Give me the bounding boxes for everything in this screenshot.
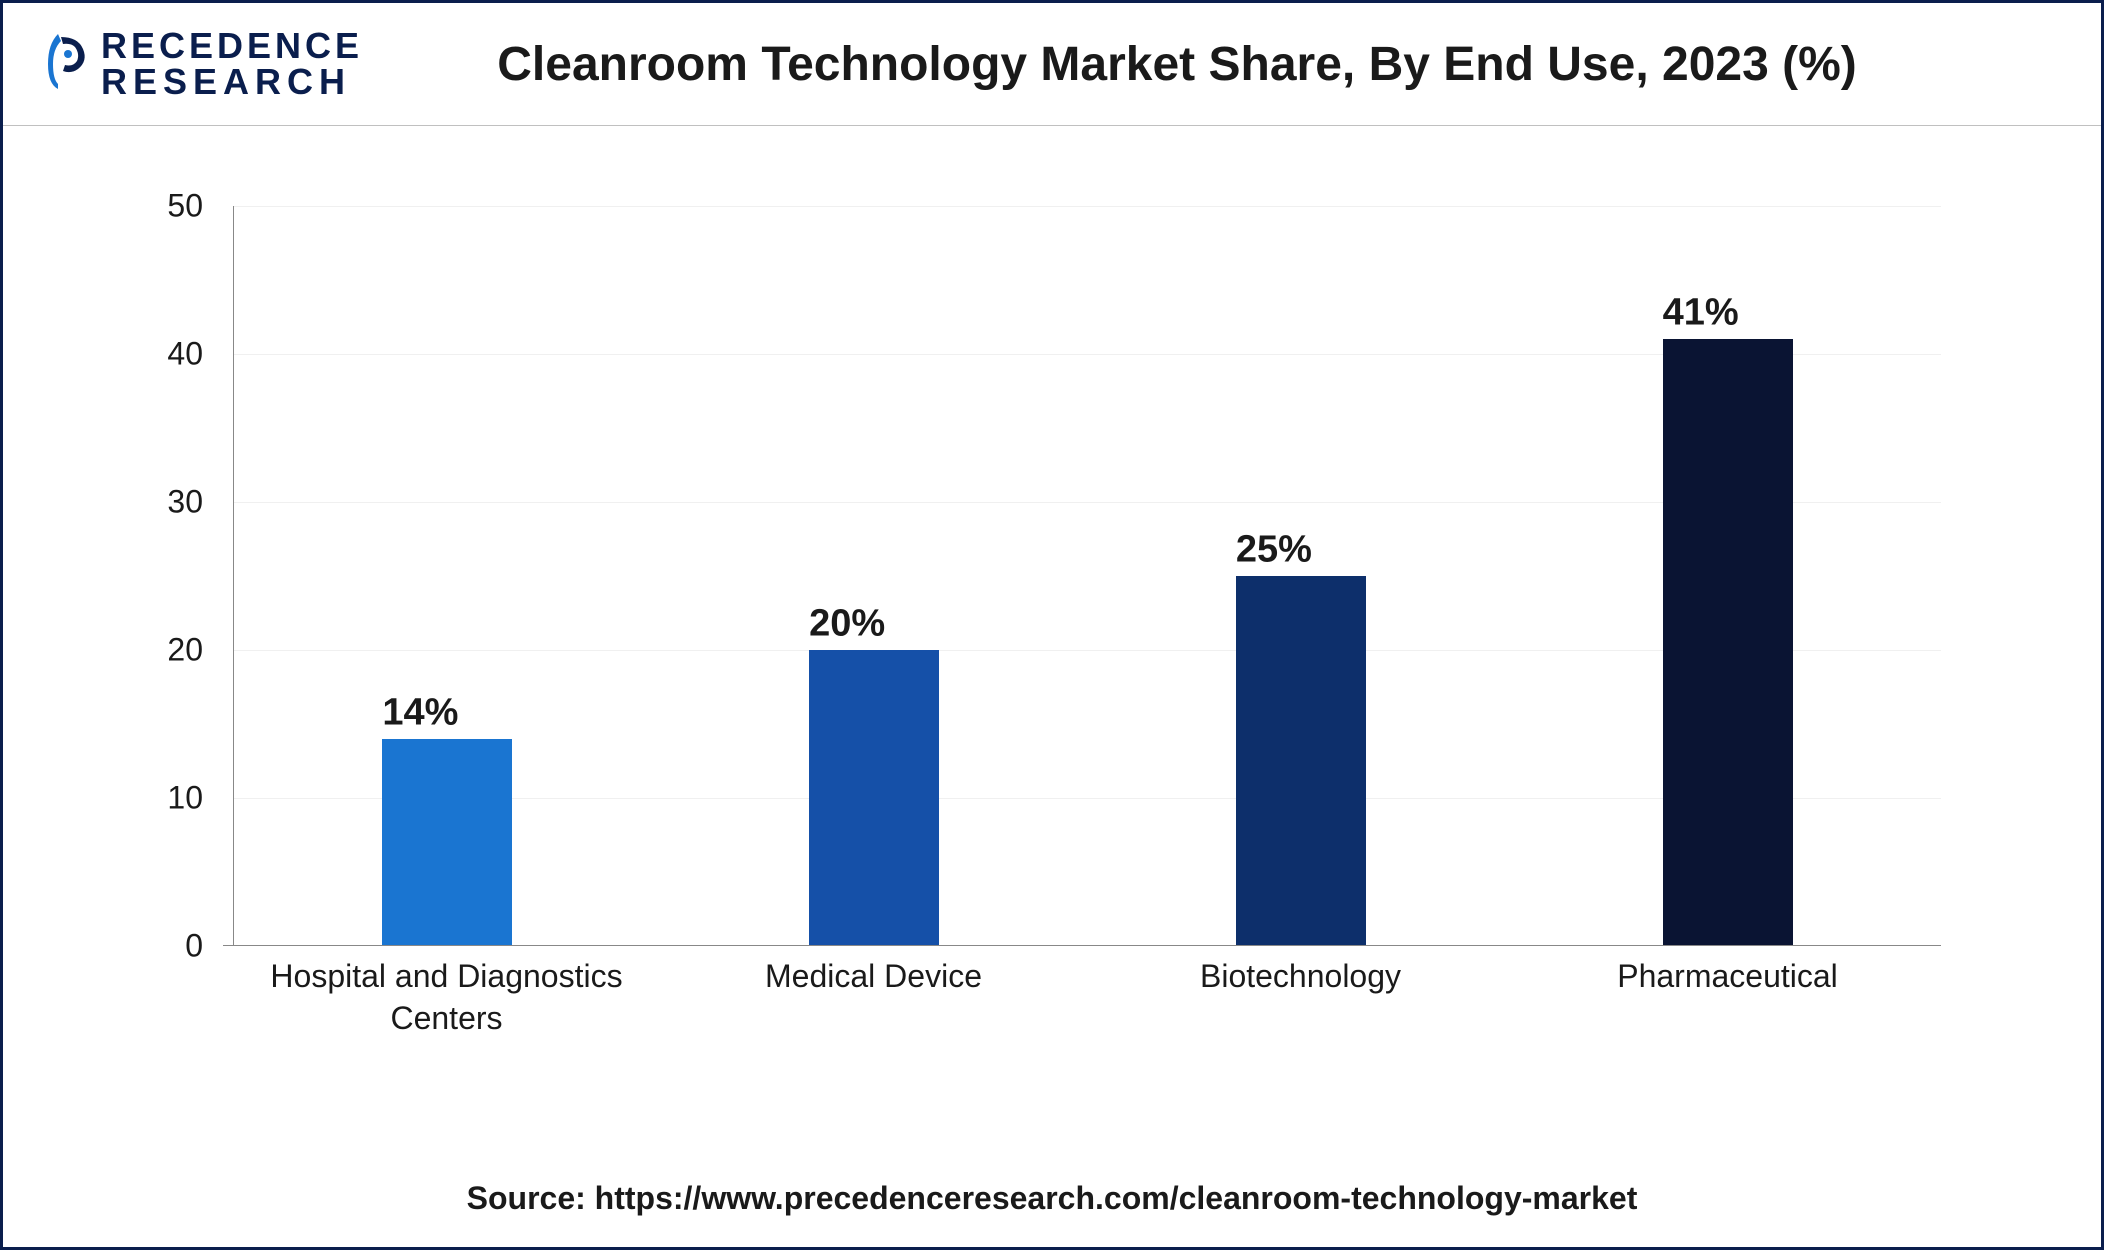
bars-container: 14% 20% 25% 41% [234, 206, 1941, 946]
bar-group: 20% [661, 650, 1088, 946]
logo-icon [43, 29, 93, 99]
bar-value-label: 14% [382, 692, 458, 735]
chart-area: 01020304050 14%20%25%41% Hospital and Di… [143, 206, 1981, 1026]
x-axis-label: Medical Device [660, 956, 1087, 1026]
bar-value-label: 41% [1663, 292, 1739, 335]
y-tick-label: 10 [167, 780, 203, 817]
y-tick-label: 30 [167, 484, 203, 521]
logo-text: RECEDENCE RESEARCH [101, 28, 363, 100]
bar: 20% [809, 650, 939, 946]
y-tick-label: 20 [167, 632, 203, 669]
x-axis-labels: Hospital and Diagnostics CentersMedical … [233, 956, 1941, 1026]
x-axis-label: Biotechnology [1087, 956, 1514, 1026]
logo: RECEDENCE RESEARCH [43, 28, 363, 100]
chart-container: 0 10 20 30 40 50 14% 20% 25% 41% Hospital and Di… [3, 126, 2101, 1180]
chart-outer-container: RECEDENCE RESEARCH Cleanroom Technology … [0, 0, 2104, 1250]
logo-text-bottom: RESEARCH [101, 64, 363, 100]
bar: 25% [1236, 576, 1366, 946]
y-tick-label: 40 [167, 336, 203, 373]
bar-group: 41% [1514, 339, 1941, 946]
bar-value-label: 20% [809, 603, 885, 646]
bar: 41% [1663, 339, 1793, 946]
header: RECEDENCE RESEARCH Cleanroom Technology … [3, 3, 2101, 126]
bar-group: 14% [234, 739, 661, 946]
plot-area: 14% 20% 25% 41% [233, 206, 1941, 946]
bar-value-label: 25% [1236, 529, 1312, 572]
y-axis: 01020304050 [143, 206, 223, 946]
logo-text-top: RECEDENCE [101, 28, 363, 64]
x-axis-label: Hospital and Diagnostics Centers [233, 956, 660, 1026]
bar: 14% [382, 739, 512, 946]
y-tick-label: 0 [185, 928, 203, 965]
x-axis-label: Pharmaceutical [1514, 956, 1941, 1026]
bar-group: 25% [1088, 576, 1515, 946]
source-text: Source: https://www.precedenceresearch.c… [3, 1180, 2101, 1247]
chart-title: Cleanroom Technology Market Share, By En… [413, 37, 2061, 92]
y-tick-label: 50 [167, 188, 203, 225]
x-axis-line [223, 945, 1941, 946]
